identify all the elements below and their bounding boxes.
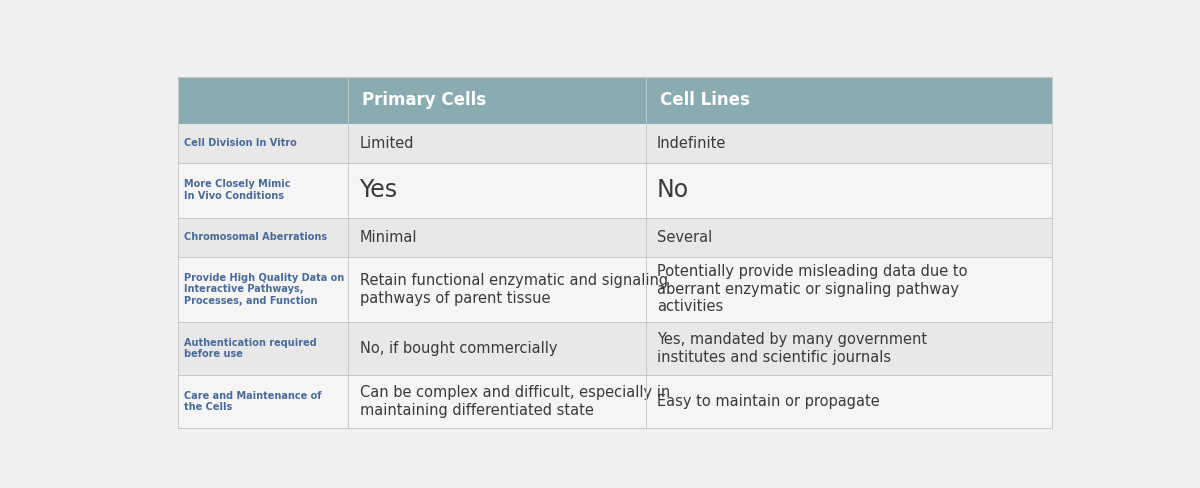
Text: Potentially provide misleading data due to
aberrant enzymatic or signaling pathw: Potentially provide misleading data due … xyxy=(656,264,967,314)
Text: Cell Division In Vitro: Cell Division In Vitro xyxy=(185,138,298,148)
Bar xyxy=(178,257,1052,322)
Text: Yes, mandated by many government
institutes and scientific journals: Yes, mandated by many government institu… xyxy=(656,332,926,365)
Bar xyxy=(178,163,1052,218)
Text: Minimal: Minimal xyxy=(360,230,418,244)
Text: Several: Several xyxy=(656,230,712,244)
Text: Primary Cells: Primary Cells xyxy=(362,91,486,109)
Text: Chromosomal Aberrations: Chromosomal Aberrations xyxy=(185,232,328,242)
Bar xyxy=(178,322,1052,375)
Text: No, if bought commercially: No, if bought commercially xyxy=(360,341,557,356)
Text: Yes: Yes xyxy=(360,178,397,202)
Text: More Closely Mimic
In Vivo Conditions: More Closely Mimic In Vivo Conditions xyxy=(185,180,290,201)
Text: No: No xyxy=(656,178,689,202)
Bar xyxy=(178,218,1052,257)
Text: Easy to maintain or propagate: Easy to maintain or propagate xyxy=(656,394,880,409)
Text: Retain functional enzymatic and signaling
pathways of parent tissue: Retain functional enzymatic and signalin… xyxy=(360,273,667,305)
Bar xyxy=(178,123,1052,163)
Bar xyxy=(178,375,1052,428)
Text: Provide High Quality Data on
Interactive Pathways,
Processes, and Function: Provide High Quality Data on Interactive… xyxy=(185,273,344,306)
Text: Authentication required
before use: Authentication required before use xyxy=(185,338,317,359)
Text: Can be complex and difficult, especially in
maintaining differentiated state: Can be complex and difficult, especially… xyxy=(360,385,670,418)
Text: Limited: Limited xyxy=(360,136,414,151)
Text: Cell Lines: Cell Lines xyxy=(660,91,750,109)
Text: Care and Maintenance of
the Cells: Care and Maintenance of the Cells xyxy=(185,390,322,412)
Text: Indefinite: Indefinite xyxy=(656,136,726,151)
Bar xyxy=(178,77,1052,123)
